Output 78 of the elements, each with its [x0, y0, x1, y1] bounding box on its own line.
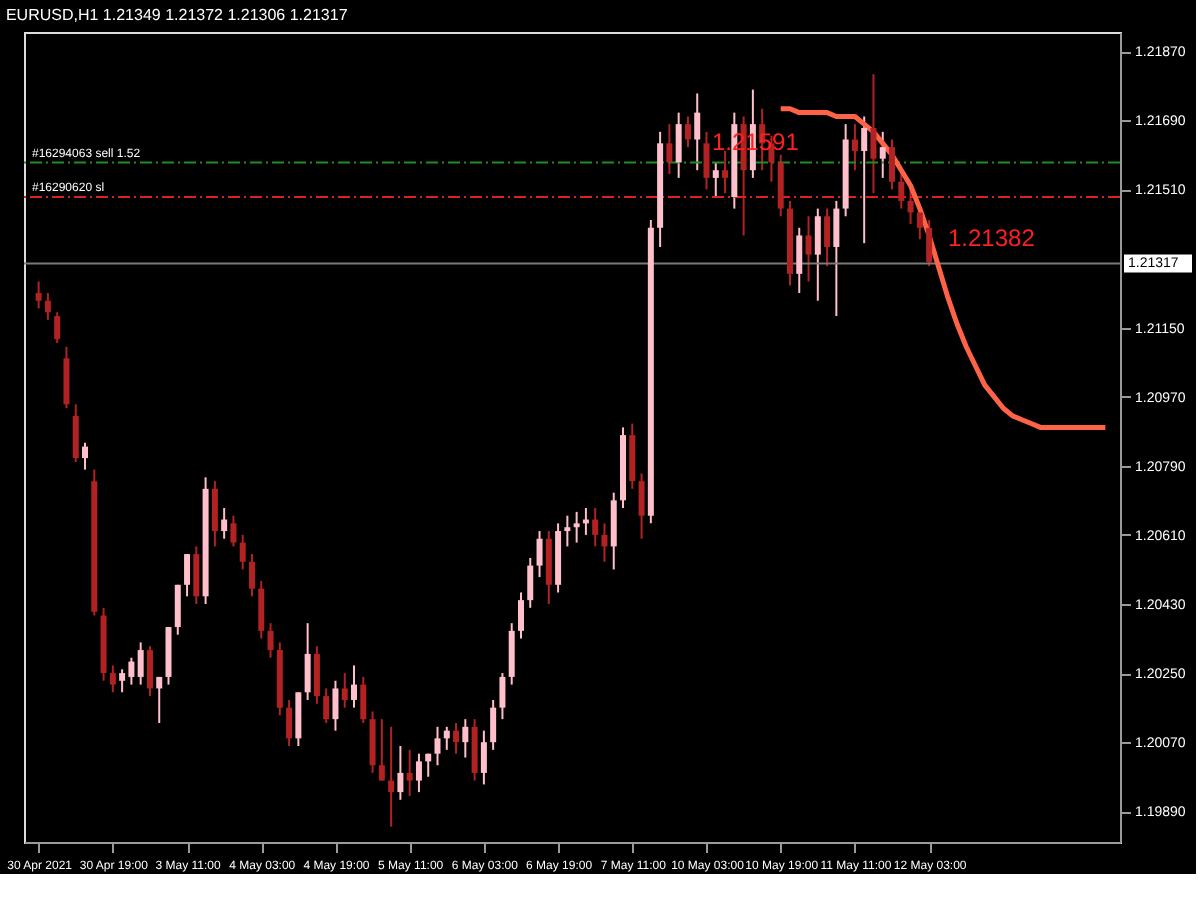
candlestick: [44, 292, 51, 321]
annotation: 1.21382: [948, 224, 1036, 252]
candlestick: [694, 92, 701, 172]
candlestick: [332, 679, 339, 732]
candlestick: [82, 441, 89, 471]
candlestick: [471, 718, 478, 782]
candlestick: [397, 745, 404, 801]
candlestick: [248, 553, 255, 598]
candlestick: [286, 698, 293, 748]
candlestick: [722, 150, 729, 195]
candlestick: [517, 591, 524, 640]
candlestick: [443, 725, 450, 751]
candlestick: [545, 530, 552, 605]
candlestick: [54, 311, 61, 344]
candlestick: [109, 664, 116, 694]
candlestick: [323, 687, 330, 724]
candlestick: [508, 622, 515, 686]
candlestick: [146, 645, 153, 698]
candlestick: [341, 672, 348, 709]
candlestick: [536, 530, 543, 579]
candlestick: [712, 161, 719, 199]
candlestick: [805, 215, 812, 283]
candlestick: [119, 668, 126, 694]
candlestick: [703, 130, 710, 191]
candlestick: [304, 622, 311, 701]
candlestick: [777, 153, 784, 218]
candlestick: [638, 472, 645, 540]
candlestick: [193, 545, 200, 605]
candlestick: [480, 729, 487, 786]
candlestick: [610, 491, 617, 571]
candlestick: [629, 422, 636, 490]
candlestick: [351, 664, 358, 709]
candlestick: [295, 691, 302, 748]
candlestick: [174, 583, 181, 636]
candlestick: [907, 188, 914, 225]
candlestick: [814, 207, 821, 302]
candlestick: [564, 514, 571, 548]
candlestick: [63, 345, 70, 410]
candlestick: [527, 556, 534, 609]
candlestick: [258, 579, 265, 640]
candlestick: [889, 138, 896, 191]
candlestick: [453, 722, 460, 755]
candlestick: [824, 207, 831, 268]
candlestick: [666, 123, 673, 176]
candlestick: [230, 514, 237, 548]
candlestick: [369, 710, 376, 774]
candlestick: [601, 522, 608, 563]
candlestick: [184, 553, 191, 598]
candlestick: [406, 748, 413, 797]
candlestick: [137, 641, 144, 686]
candlestick: [35, 280, 42, 310]
candlestick: [72, 403, 79, 463]
candlestick: [313, 645, 320, 705]
candlestick: [221, 507, 228, 540]
candlestick: [796, 226, 803, 295]
candlestick: [861, 115, 868, 245]
candlestick: [388, 725, 395, 828]
candlestick: [926, 219, 933, 268]
candlestick: [684, 115, 691, 149]
candlestick: [592, 507, 599, 548]
candlestick: [434, 725, 441, 767]
candlestick: [378, 718, 385, 782]
candlestick: [267, 622, 274, 659]
chart-title: EURUSD,H1 1.21349 1.21372 1.21306 1.21317: [5, 6, 349, 24]
candlestick: [490, 698, 497, 751]
candlestick: [156, 675, 163, 724]
candlestick: [833, 199, 840, 318]
candlestick: [499, 672, 506, 721]
candlestick: [415, 752, 422, 794]
candlestick: [870, 73, 877, 195]
candlestick: [360, 675, 367, 724]
candlestick: [851, 123, 858, 172]
candlestick: [239, 533, 246, 571]
candlestick: [675, 111, 682, 179]
candlestick: [573, 510, 580, 544]
candlestick: [898, 173, 905, 210]
candlestick: [462, 718, 469, 759]
candlestick: [211, 480, 218, 548]
